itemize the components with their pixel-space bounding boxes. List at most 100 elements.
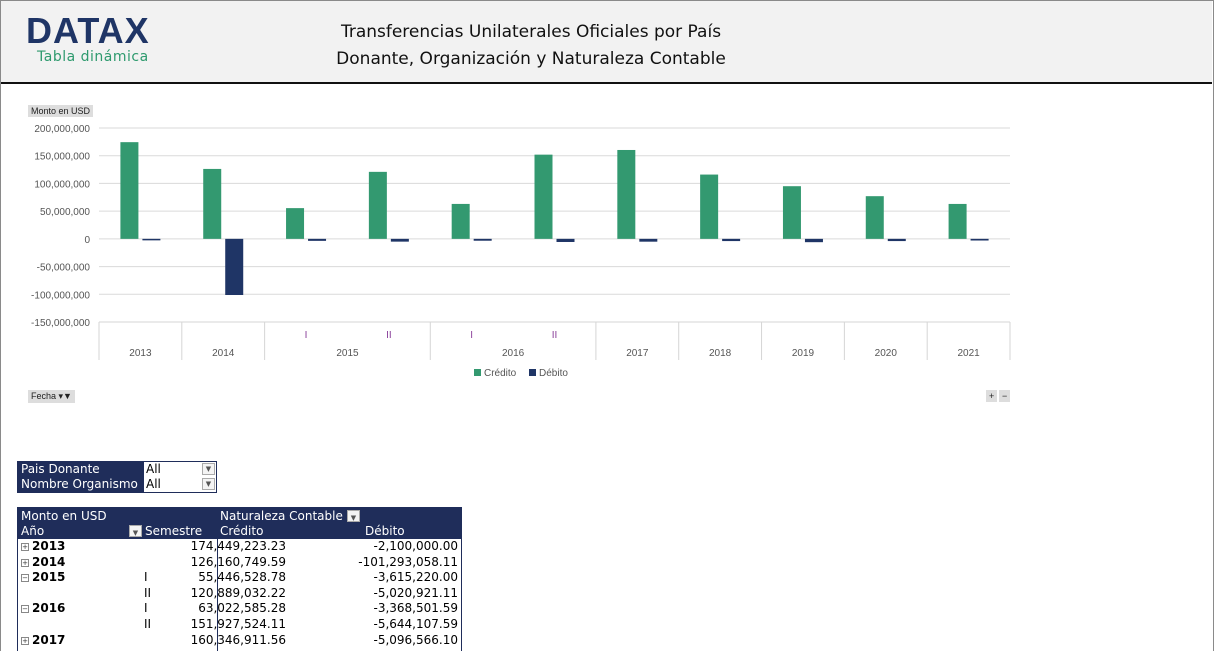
cell-credito: 55,446,528.78 (198, 570, 286, 585)
cell-debito: -5,644,107.59 (373, 616, 459, 631)
dropdown-arrow-icon[interactable]: ▼ (202, 463, 215, 475)
x-category-label: 2020 (875, 348, 898, 359)
y-tick-label: 150,000,000 (34, 152, 90, 163)
bar-credito (203, 168, 222, 239)
bar-debito (639, 238, 658, 242)
table-row: +2013 174,449,223.23 -2,100,000.00 (18, 539, 461, 555)
x-category-label: 2015 (336, 348, 359, 359)
row-year: 2016 (32, 601, 66, 616)
row-field-semestre: Semestre (145, 524, 203, 538)
expand-toggle-icon[interactable]: − (21, 574, 29, 583)
header: DATAX Tabla dinámica Transferencias Unil… (1, 1, 1212, 84)
y-tick-label: -150,000,000 (31, 318, 90, 329)
row-semestre: I (144, 570, 148, 585)
table-row: −2015 I 55,446,528.78 -3,615,220.00 (18, 570, 461, 586)
pivot-corner: Monto en USD (21, 509, 107, 523)
datax-logo: DATAX (26, 10, 150, 51)
table-row: +2014 126,160,749.59 -101,293,058.11 (18, 555, 461, 571)
bar-credito (617, 149, 636, 239)
cell-credito: 151,927,524.11 (190, 616, 286, 631)
y-tick-label: 50,000,000 (40, 207, 90, 218)
col-field-label: Naturaleza Contable (220, 509, 343, 523)
legend-label: Débito (539, 368, 568, 379)
bar-debito (722, 238, 741, 242)
bar-credito (700, 174, 719, 239)
expand-button[interactable]: + (986, 390, 997, 402)
y-tick-label: -100,000,000 (31, 290, 90, 301)
x-subcategory-label: II (552, 330, 558, 341)
row-semestre: II (144, 585, 152, 600)
bar-debito (804, 238, 823, 243)
x-subcategory-label: I (470, 330, 473, 341)
row-field-ano: Año (21, 524, 45, 538)
pivot-table: Monto en USD Naturaleza Contable ▼ Año ▼… (17, 507, 462, 651)
x-category-label: 2021 (957, 348, 980, 359)
expand-toggle-icon[interactable]: + (21, 543, 29, 551)
legend-swatch (474, 369, 481, 376)
col-field-dropdown-icon[interactable]: ▼ (347, 510, 360, 522)
value-field-button[interactable]: Monto en USD (28, 105, 94, 117)
y-tick-label: -50,000,000 (37, 263, 91, 274)
bar-credito (368, 171, 387, 239)
bar-chart: 200,000,000 150,000,000 100,000,000 50,000,… (31, 124, 1011, 379)
pivot-body: +2013 174,449,223.23 -2,100,000.00 +2014 126… (18, 539, 461, 648)
bar-debito (225, 238, 244, 296)
filter-label: Nombre Organismo (18, 477, 144, 492)
pivot-header: Monto en USD Naturaleza Contable ▼ Año ▼… (18, 508, 461, 539)
row-filter-icon[interactable]: ▼ (129, 525, 142, 537)
bar-debito (308, 238, 327, 241)
bar-credito (451, 203, 470, 239)
x-category-label: 2014 (212, 348, 235, 359)
bar-debito (887, 238, 906, 242)
bar-debito (970, 238, 989, 241)
legend-label: Crédito (484, 368, 517, 379)
cell-credito: 120,889,032.22 (190, 585, 286, 600)
title-line-2: Donante, Organización y Naturaleza Conta… (336, 49, 726, 69)
bar-debito (473, 238, 492, 241)
row-year: 2015 (32, 570, 66, 585)
table-row: −2016 I 63,022,585.28 -3,368,501.59 (18, 601, 461, 617)
x-category-label: 2017 (626, 348, 649, 359)
x-category-label: 2013 (129, 348, 152, 359)
bar-credito (120, 142, 139, 239)
title-line-1: Transferencias Unilaterales Oficiales po… (340, 22, 722, 42)
col-header-debito: Débito (365, 524, 405, 538)
row-year: 2014 (32, 554, 66, 569)
x-category-label: 2019 (792, 348, 815, 359)
bar-credito (782, 186, 801, 239)
x-subcategory-label: I (305, 330, 308, 341)
filter-nombre-organismo: Nombre Organismo All ▼ (18, 477, 216, 492)
expand-toggle-icon[interactable]: + (21, 636, 29, 645)
x-category-label: 2018 (709, 348, 732, 359)
table-row: +2017 160,346,911.56 -5,096,566.10 (18, 633, 461, 649)
bar-credito (948, 203, 967, 239)
bar-debito (142, 238, 161, 241)
cell-credito: 160,346,911.56 (190, 632, 286, 647)
x-category-label: 2016 (502, 348, 525, 359)
cell-debito: -3,615,220.00 (373, 570, 459, 585)
dropdown-arrow-icon[interactable]: ▼ (202, 478, 215, 490)
expand-toggle-icon[interactable]: + (21, 558, 29, 567)
filter-pais-donante: Pais Donante All ▼ (18, 462, 216, 477)
cell-credito: 126,160,749.59 (190, 554, 286, 569)
report-filters: Pais Donante All ▼ Nombre Organismo All ▼ (17, 461, 217, 493)
logo-subtitle: Tabla dinámica (37, 49, 149, 65)
y-tick-label: 200,000,000 (34, 124, 90, 135)
fecha-label: Fecha (31, 391, 57, 401)
filter-value[interactable]: All ▼ (144, 462, 216, 477)
cell-debito: -2,100,000.00 (373, 539, 459, 553)
row-year: 2017 (32, 632, 66, 647)
cell-credito: 174,449,223.23 (190, 539, 286, 553)
col-header-credito: Crédito (220, 524, 264, 538)
cell-debito: -3,368,501.59 (373, 601, 459, 616)
filter-value-text: All (146, 477, 161, 491)
x-subcategory-label: II (386, 330, 392, 341)
bar-debito (390, 238, 409, 242)
collapse-button[interactable]: − (999, 390, 1010, 402)
cell-debito: -101,293,058.11 (358, 554, 458, 569)
page-title: Transferencias Unilaterales Oficiales po… (271, 19, 791, 73)
bar-credito (865, 196, 884, 239)
expand-toggle-icon[interactable]: − (21, 605, 29, 614)
filter-value[interactable]: All ▼ (144, 477, 216, 492)
fecha-field-button[interactable]: Fecha ▾▼ (28, 390, 75, 403)
